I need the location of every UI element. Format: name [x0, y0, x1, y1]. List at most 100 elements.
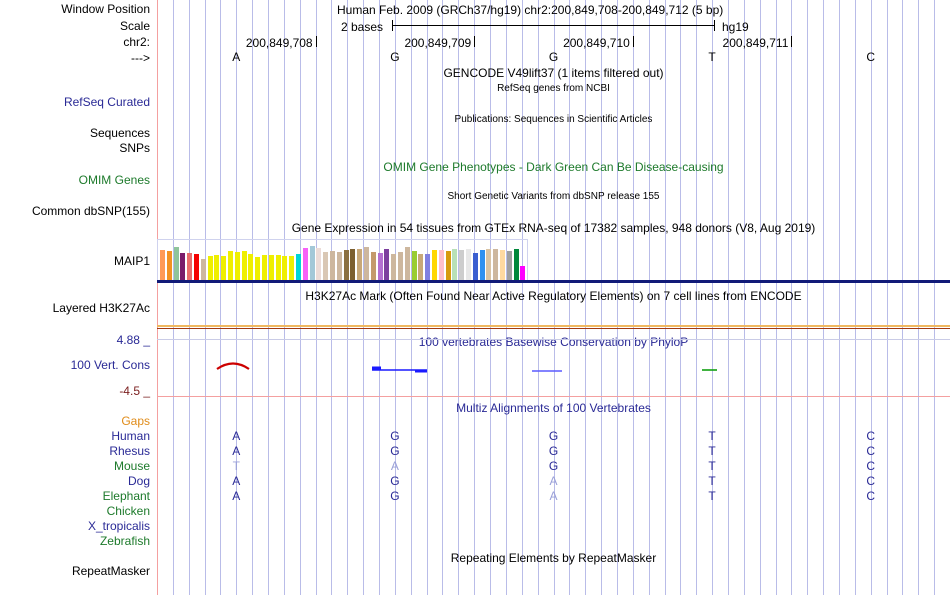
gtex-tissue-bar[interactable]	[241, 251, 247, 280]
gtex-tissue-bar[interactable]	[513, 249, 519, 280]
multiz-label-dog[interactable]: Dog	[127, 474, 150, 488]
gtex-tissue-bar[interactable]	[466, 249, 471, 280]
center-position-line	[157, 0, 158, 595]
track-label-common-dbsnp[interactable]: Common dbSNP(155)	[31, 204, 150, 218]
multiz-base-rhesus: C	[866, 444, 876, 458]
multiz-label-rhesus[interactable]: Rhesus	[109, 444, 150, 458]
gtex-tissue-bar[interactable]	[309, 246, 315, 280]
phylop-conservation-track[interactable]	[157, 330, 950, 398]
gtex-tissue-bar[interactable]	[520, 266, 526, 280]
gtex-tissue-bar[interactable]	[418, 254, 424, 280]
gtex-tissue-bar[interactable]	[350, 249, 356, 280]
multiz-base-human: G	[548, 429, 559, 443]
track-label-refseq-curated[interactable]: RefSeq Curated	[63, 95, 150, 109]
multiz-base-elephant: C	[866, 489, 876, 503]
gtex-tissue-bar[interactable]	[343, 250, 349, 280]
gtex-tissue-bar[interactable]	[302, 248, 308, 280]
track-title-gencode[interactable]: GENCODE V49lift37 (1 items filtered out)	[443, 66, 664, 80]
gtex-tissue-bar[interactable]	[194, 254, 199, 280]
gtex-tissue-bar[interactable]	[228, 251, 233, 280]
gtex-tissue-bar[interactable]	[323, 252, 329, 280]
gtex-tissue-bar[interactable]	[377, 253, 383, 280]
multiz-label-chicken[interactable]: Chicken	[106, 504, 150, 518]
track-title-multiz[interactable]: Multiz Alignments of 100 Vertebrates	[456, 401, 651, 415]
gtex-tissue-bar[interactable]	[336, 252, 342, 280]
track-label-sequences[interactable]: Sequences	[89, 126, 150, 140]
gtex-tissue-bar[interactable]	[357, 249, 363, 280]
gtex-tissue-bar[interactable]	[282, 256, 288, 280]
gtex-tissue-bar[interactable]	[275, 255, 281, 280]
gtex-tissue-bar[interactable]	[200, 259, 206, 280]
track-label-snps[interactable]: SNPs	[119, 141, 150, 155]
gtex-tissue-bar[interactable]	[214, 255, 220, 280]
gtex-tissue-bar[interactable]	[479, 250, 485, 280]
track-title-omim[interactable]: OMIM Gene Phenotypes - Dark Green Can Be…	[383, 160, 724, 174]
track-label-100-vert-cons[interactable]: 100 Vert. Cons	[70, 358, 150, 372]
track-title-publications[interactable]: Publications: Sequences in Scientific Ar…	[454, 114, 653, 125]
conservation-min-label: -4.5 _	[119, 384, 150, 398]
gtex-tissue-bar[interactable]	[180, 253, 186, 280]
gtex-tissue-bar[interactable]	[472, 253, 478, 280]
gtex-tissue-bar[interactable]	[404, 247, 410, 280]
track-label-repeatmasker[interactable]: RepeatMasker	[71, 564, 150, 578]
multiz-label-x-tropicalis[interactable]: X_tropicalis	[87, 519, 150, 533]
gtex-tissue-bar[interactable]	[268, 255, 274, 280]
track-title-phylop[interactable]: 100 vertebrates Basewise Conservation by…	[418, 335, 689, 349]
multiz-label-elephant[interactable]: Elephant	[102, 489, 150, 503]
gtex-tissue-bar[interactable]	[166, 251, 172, 280]
gtex-tissue-bar[interactable]	[364, 247, 369, 280]
gtex-tissue-bar[interactable]	[173, 247, 179, 280]
gtex-tissue-bar[interactable]	[506, 251, 512, 280]
gtex-tissue-bar[interactable]	[459, 250, 465, 280]
gtex-tissue-bar[interactable]	[160, 250, 165, 280]
gtex-tissue-bar[interactable]	[316, 248, 322, 280]
ruler-position-label: 200,849,711	[722, 36, 789, 50]
multiz-label-mouse[interactable]: Mouse	[113, 459, 150, 473]
gtex-tissue-bar[interactable]	[221, 256, 227, 280]
gtex-tissue-bar[interactable]	[207, 256, 213, 280]
multiz-base-dog: G	[390, 474, 400, 488]
gtex-tissue-bar[interactable]	[438, 250, 444, 280]
gtex-tissue-bar[interactable]	[432, 250, 437, 280]
gtex-tissue-bar[interactable]	[370, 252, 376, 280]
gtex-tissue-bar[interactable]	[411, 251, 417, 280]
ruler-position-label: 200,849,709	[404, 36, 472, 50]
gtex-tissue-bar[interactable]	[493, 249, 499, 280]
gtex-tissue-bar[interactable]	[384, 249, 390, 280]
track-title-repeatmasker[interactable]: Repeating Elements by RepeatMasker	[450, 551, 657, 565]
gtex-tissue-bar[interactable]	[296, 254, 301, 280]
multiz-label-human[interactable]: Human	[111, 429, 150, 443]
gtex-tissue-bar[interactable]	[255, 257, 261, 280]
gtex-tissue-bar[interactable]	[398, 252, 403, 280]
track-label-layered-h3k27ac[interactable]: Layered H3K27Ac	[52, 301, 150, 315]
multiz-base-mouse: G	[548, 459, 559, 473]
track-title-gtex[interactable]: Gene Expression in 54 tissues from GTEx …	[291, 221, 816, 235]
phylop-signal-plot	[216, 362, 717, 373]
track-label-omim-genes[interactable]: OMIM Genes	[78, 173, 150, 187]
gtex-tissue-bar[interactable]	[452, 249, 458, 280]
gtex-tissue-bar[interactable]	[262, 255, 267, 280]
gtex-tissue-bar[interactable]	[187, 253, 193, 280]
gtex-tissue-bar[interactable]	[330, 251, 335, 280]
gtex-tissue-bar[interactable]	[234, 252, 240, 280]
gtex-tissue-bar[interactable]	[500, 250, 505, 280]
track-title-h3k27ac[interactable]: H3K27Ac Mark (Often Found Near Active Re…	[305, 289, 802, 303]
track-title-refseq[interactable]: RefSeq genes from NCBI	[497, 83, 610, 94]
gtex-expression-barchart[interactable]	[157, 239, 950, 280]
gtex-tissue-bar[interactable]	[445, 251, 451, 280]
gtex-tissue-bar[interactable]	[391, 254, 397, 280]
gtex-tissue-bar[interactable]	[425, 254, 431, 280]
multiz-base-rhesus: A	[232, 444, 241, 458]
gtex-tissue-bar[interactable]	[248, 254, 254, 280]
ruler-base-letter: G	[390, 50, 400, 64]
gtex-tissue-bar[interactable]	[486, 249, 492, 280]
track-label-maip1[interactable]: MAIP1	[113, 254, 150, 268]
window-position-label: Window Position	[61, 2, 150, 16]
track-title-dbsnp[interactable]: Short Genetic Variants from dbSNP releas…	[447, 191, 660, 202]
strand-arrow-label: --->	[131, 51, 150, 65]
ruler-tick	[791, 36, 793, 47]
ruler-base-letter: A	[232, 50, 241, 64]
multiz-label-zebrafish[interactable]: Zebrafish	[99, 534, 150, 548]
gtex-tissue-bar[interactable]	[289, 256, 295, 280]
